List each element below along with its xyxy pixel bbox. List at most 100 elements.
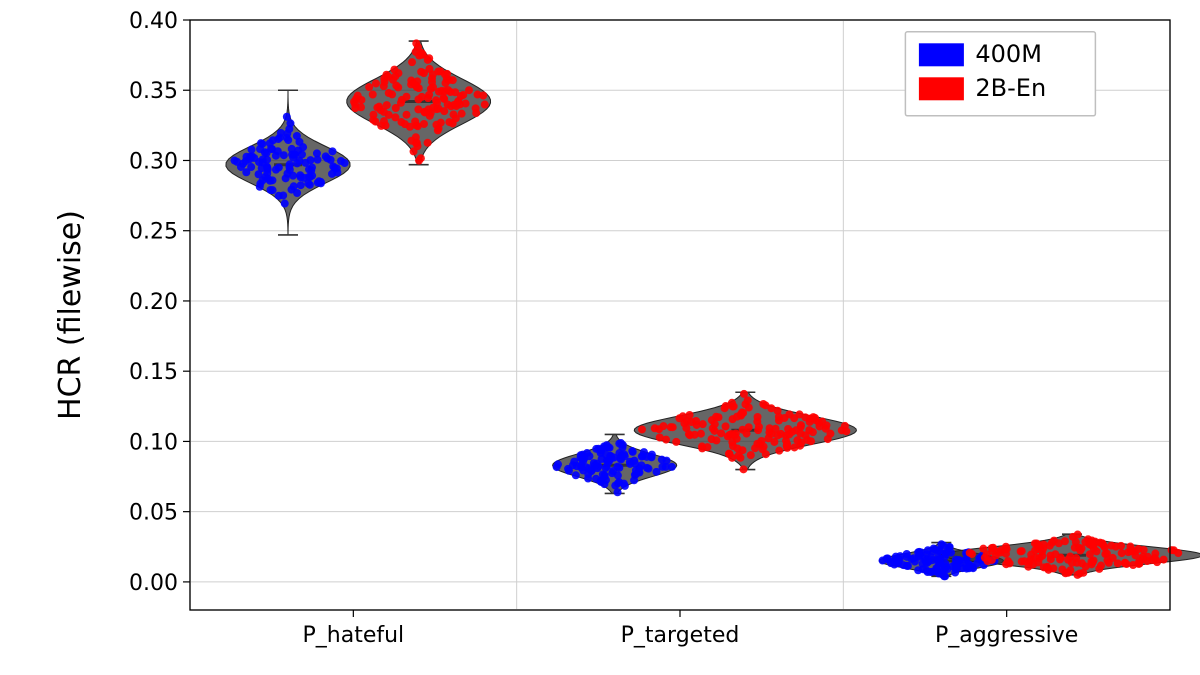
data-point — [1082, 562, 1090, 570]
data-point — [740, 465, 748, 473]
data-point — [1087, 539, 1095, 547]
data-point — [365, 83, 373, 91]
x-tick-label: P_aggressive — [935, 623, 1078, 648]
data-point — [822, 425, 830, 433]
data-point — [583, 449, 591, 457]
data-point — [385, 89, 393, 97]
data-point — [691, 431, 699, 439]
data-point — [721, 404, 729, 412]
data-point — [988, 556, 996, 564]
data-point — [807, 437, 815, 445]
data-point — [712, 436, 720, 444]
data-point — [744, 396, 752, 404]
data-point — [256, 145, 264, 153]
data-point — [1056, 555, 1064, 563]
data-point — [1025, 558, 1033, 566]
data-point — [1114, 559, 1122, 567]
data-point — [433, 105, 441, 113]
data-point — [979, 545, 987, 553]
data-point — [614, 471, 622, 479]
data-point — [775, 447, 783, 455]
legend-swatch — [919, 78, 963, 100]
data-point — [592, 475, 600, 483]
data-point — [1127, 546, 1135, 554]
data-point — [419, 51, 427, 59]
data-point — [737, 411, 745, 419]
data-point — [1075, 544, 1083, 552]
data-point — [272, 166, 280, 174]
data-point — [392, 82, 400, 90]
data-point — [420, 108, 428, 116]
data-point — [449, 76, 457, 84]
data-point — [341, 159, 349, 167]
data-point — [631, 460, 639, 468]
data-point — [1086, 550, 1094, 558]
data-point — [314, 156, 322, 164]
y-tick-label: 0.05 — [129, 501, 178, 526]
data-point — [408, 58, 416, 66]
data-point — [782, 437, 790, 445]
data-point — [1076, 569, 1084, 577]
data-point — [818, 418, 826, 426]
y-tick-label: 0.15 — [129, 360, 178, 385]
data-point — [942, 563, 950, 571]
data-point — [417, 154, 425, 162]
data-point — [434, 67, 442, 75]
data-point — [797, 421, 805, 429]
data-point — [630, 476, 638, 484]
data-point — [663, 457, 671, 465]
data-point — [675, 414, 683, 422]
data-point — [444, 86, 452, 94]
data-point — [606, 452, 614, 460]
data-point — [805, 426, 813, 434]
data-point — [1121, 559, 1129, 567]
data-point — [440, 107, 448, 115]
data-point — [258, 164, 266, 172]
data-point — [424, 139, 432, 147]
data-point — [616, 454, 624, 462]
data-point — [328, 147, 336, 155]
y-tick-label: 0.30 — [129, 149, 178, 174]
data-point — [1066, 566, 1074, 574]
data-point — [564, 465, 572, 473]
data-point — [711, 420, 719, 428]
data-point — [452, 114, 460, 122]
data-point — [577, 461, 585, 469]
data-point — [1097, 562, 1105, 570]
data-point — [785, 410, 793, 418]
data-point — [914, 566, 922, 574]
data-point — [576, 454, 584, 462]
data-point — [597, 449, 605, 457]
data-point — [267, 186, 275, 194]
data-point — [940, 572, 948, 580]
data-point — [1140, 546, 1148, 554]
data-point — [629, 448, 637, 456]
data-point — [811, 416, 819, 424]
data-point — [380, 82, 388, 90]
data-point — [728, 430, 736, 438]
data-point — [910, 554, 918, 562]
violin-strip-chart: 0.000.050.100.150.200.250.300.350.40P_ha… — [0, 0, 1200, 675]
data-point — [329, 162, 337, 170]
data-point — [728, 454, 736, 462]
data-point — [643, 464, 651, 472]
data-point — [306, 181, 314, 189]
data-point — [1064, 556, 1072, 564]
data-point — [755, 423, 763, 431]
data-point — [606, 444, 614, 452]
data-point — [1046, 542, 1054, 550]
data-point — [382, 71, 390, 79]
data-point — [425, 91, 433, 99]
data-point — [651, 424, 659, 432]
data-point — [297, 181, 305, 189]
data-point — [479, 92, 487, 100]
y-tick-label: 0.35 — [129, 79, 178, 104]
data-point — [760, 443, 768, 451]
data-point — [402, 111, 410, 119]
data-point — [390, 66, 398, 74]
data-point — [412, 48, 420, 56]
data-point — [371, 118, 379, 126]
data-point — [293, 132, 301, 140]
data-point — [440, 95, 448, 103]
data-point — [717, 429, 725, 437]
